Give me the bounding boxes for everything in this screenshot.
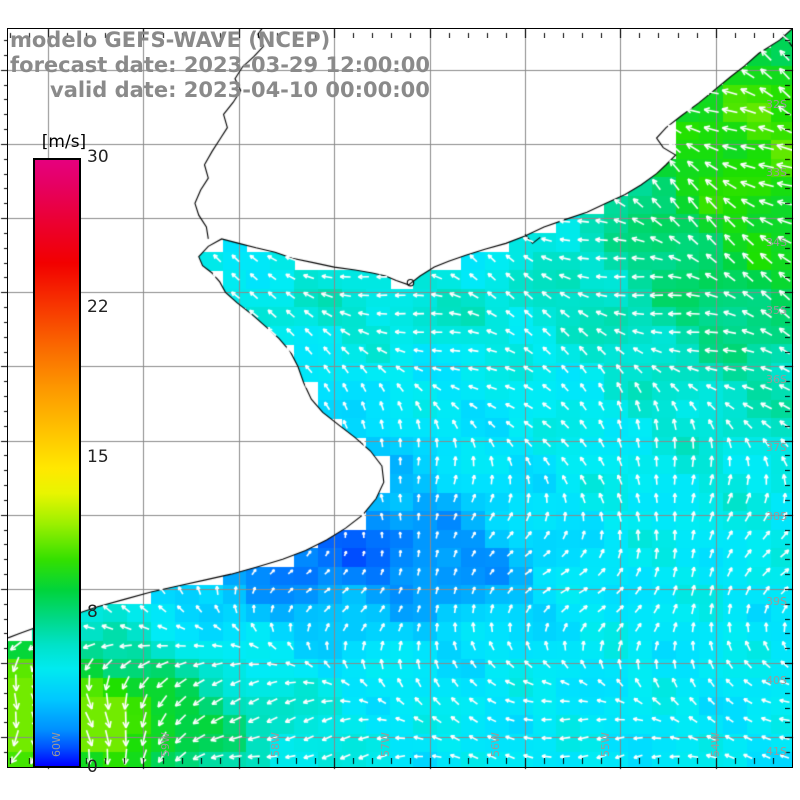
wind-speed-field-canvas bbox=[8, 29, 792, 767]
colorbar-tick-15: 15 bbox=[87, 446, 109, 467]
colorbar-box bbox=[33, 158, 81, 768]
colorbar-tick-30: 30 bbox=[87, 147, 109, 167]
lon-label-55W: 55W bbox=[599, 732, 612, 757]
lon-label-56W: 56W bbox=[489, 732, 502, 757]
lat-label-33S: 33S bbox=[766, 166, 787, 179]
lat-label-41S: 41S bbox=[766, 745, 787, 758]
colorbar-tick-8: 8 bbox=[87, 601, 98, 622]
lon-label-57W: 57W bbox=[379, 732, 392, 757]
map-frame bbox=[7, 28, 793, 768]
lat-label-39S: 39S bbox=[766, 595, 787, 608]
colorbar: [m/s] 30 22 15 8 0 bbox=[31, 132, 131, 777]
lon-label-58W: 58W bbox=[269, 732, 282, 757]
lon-label-60W: 60W bbox=[50, 732, 63, 757]
lat-label-36S: 36S bbox=[766, 373, 787, 386]
lat-label-35S: 35S bbox=[766, 304, 787, 317]
colorbar-tick-0: 0 bbox=[87, 757, 98, 777]
colorbar-gradient bbox=[35, 160, 79, 766]
colorbar-units-label: [m/s] bbox=[41, 132, 87, 152]
lat-label-40S: 40S bbox=[766, 674, 787, 687]
colorbar-tick-22: 22 bbox=[87, 296, 109, 317]
lon-label-54W: 54W bbox=[709, 732, 722, 757]
lon-label-59W: 59W bbox=[159, 732, 172, 757]
lat-label-38S: 38S bbox=[766, 510, 787, 523]
lat-label-34S: 34S bbox=[766, 236, 787, 249]
lat-label-37S: 37S bbox=[766, 441, 787, 454]
lat-label-32S: 32S bbox=[766, 98, 787, 111]
